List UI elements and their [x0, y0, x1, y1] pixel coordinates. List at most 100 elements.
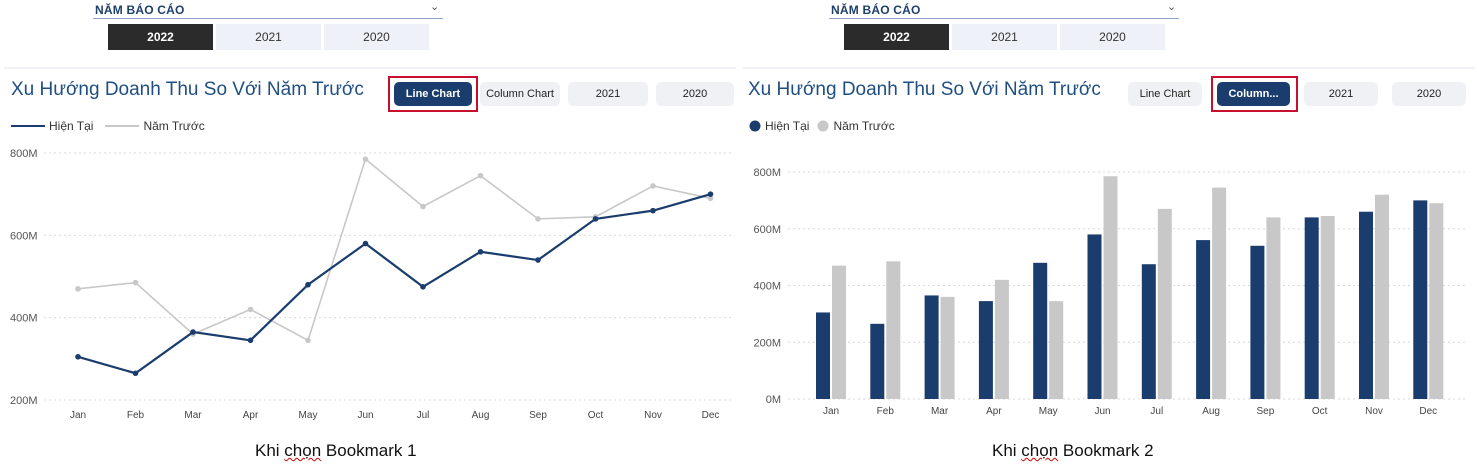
current-data-point: [707, 191, 714, 197]
caption-suffix: Bookmark 2: [1058, 441, 1154, 460]
current-bar: [1196, 240, 1211, 399]
line-chart-button[interactable]: Line Chart: [394, 82, 472, 106]
highlight-box: [1211, 76, 1298, 112]
caption-bookmark-1: Khi chọn Bookmark 1: [255, 441, 417, 461]
previous-bar: [1429, 203, 1444, 399]
current-data-point: [420, 283, 426, 290]
previous-data-point: [707, 195, 714, 202]
x-tick-label: Oct: [1312, 406, 1328, 417]
current-bar: [924, 295, 939, 399]
x-tick-label: Mar: [931, 406, 949, 417]
year-button-2021[interactable]: 2021: [216, 24, 321, 50]
year-2021-button[interactable]: 2021: [568, 82, 648, 106]
y-tick-label: 0M: [766, 394, 781, 406]
x-tick-label: May: [299, 410, 318, 421]
year-button-2020[interactable]: 2020: [324, 24, 429, 50]
x-tick-label: Sep: [529, 410, 547, 421]
previous-bar: [832, 265, 846, 399]
line-chart-button[interactable]: Line Chart: [1128, 82, 1202, 106]
x-tick-label: Mar: [184, 410, 202, 421]
current-data-point: [362, 240, 369, 247]
legend-previous-label: Năm Trước: [833, 119, 895, 133]
previous-bar: [940, 296, 955, 399]
current-bar: [978, 301, 993, 399]
legend-previous-label: Năm Trước: [143, 119, 205, 133]
year-slicer-title: NĂM BÁO CÁO: [831, 3, 921, 17]
year-button-2021[interactable]: 2021: [952, 24, 1057, 50]
previous-bar: [1266, 217, 1281, 399]
y-tick-label: 400M: [753, 281, 781, 293]
current-bar: [870, 323, 885, 399]
caption-bookmark-2: Khi chọn Bookmark 2: [992, 441, 1154, 461]
current-data-point: [592, 216, 599, 222]
column-chart-button[interactable]: Column...: [1217, 82, 1290, 106]
x-tick-label: May: [1039, 406, 1058, 417]
current-data-point: [75, 353, 81, 360]
current-bar: [1141, 264, 1156, 399]
x-tick-label: Jan: [70, 410, 86, 421]
y-tick-label: 200M: [753, 337, 781, 349]
year-2020-button[interactable]: 2020: [656, 82, 734, 106]
previous-data-point: [132, 279, 139, 286]
y-tick-label: 600M: [10, 230, 38, 242]
chevron-down-icon[interactable]: ⌄: [430, 1, 440, 13]
caption-suffix: Bookmark 1: [321, 441, 417, 460]
previous-bar: [1320, 215, 1335, 399]
x-tick-label: Jan: [823, 406, 839, 417]
previous-data-point: [362, 156, 369, 162]
y-tick-label: 200M: [10, 395, 38, 407]
previous-data-point: [535, 216, 541, 222]
previous-data-point: [420, 203, 426, 210]
highlight-box: [388, 76, 478, 112]
current-data-point: [190, 329, 196, 335]
caption-word: chọn: [284, 441, 322, 460]
y-tick-label: 600M: [753, 224, 781, 236]
current-series-line: [77, 193, 711, 375]
year-2021-button[interactable]: 2021: [1304, 82, 1378, 106]
bookmark-1-view: NĂM BÁO CÁO ⌄ 2022 2021 2020 Xu Hướng Do…: [0, 0, 738, 467]
current-data-point: [477, 249, 484, 255]
previous-bar: [1375, 194, 1389, 399]
previous-data-point: [477, 172, 484, 179]
chart-panel: Xu Hướng Doanh Thu So Với Năm Trước Line…: [4, 67, 736, 431]
legend-current-line-icon: [11, 125, 45, 127]
caption-prefix: Khi: [992, 441, 1022, 460]
current-bar: [1087, 234, 1102, 399]
x-tick-label: Feb: [877, 406, 895, 417]
previous-data-point: [650, 183, 656, 189]
previous-bar: [1049, 301, 1064, 399]
current-data-point: [247, 337, 254, 344]
current-data-point: [650, 207, 656, 214]
previous-data-point: [305, 337, 311, 344]
x-tick-label: Sep: [1257, 406, 1275, 417]
chart-title: Xu Hướng Doanh Thu So Với Năm Trước: [11, 79, 364, 100]
x-tick-label: Aug: [1202, 406, 1220, 417]
chevron-down-icon[interactable]: ⌄: [1167, 1, 1177, 13]
year-button-2022[interactable]: 2022: [108, 24, 213, 50]
current-bar: [1304, 217, 1319, 399]
column-chart-button[interactable]: Column Chart: [480, 82, 560, 106]
legend-current-dot-icon: [749, 120, 761, 132]
previous-series-line: [77, 157, 711, 342]
previous-bar: [886, 261, 901, 399]
chart-panel: Xu Hướng Doanh Thu So Với Năm Trước Line…: [742, 67, 1475, 431]
x-tick-label: Nov: [1365, 406, 1383, 417]
current-bar: [1250, 245, 1265, 399]
year-2020-button[interactable]: 2020: [1392, 82, 1466, 106]
chart-title: Xu Hướng Doanh Thu So Với Năm Trước: [748, 79, 1101, 100]
year-button-2020[interactable]: 2020: [1060, 24, 1165, 50]
x-tick-label: Nov: [644, 410, 662, 421]
x-tick-label: Dec: [702, 410, 720, 421]
previous-bar: [1157, 208, 1172, 399]
current-bar: [1359, 211, 1373, 399]
year-button-2022[interactable]: 2022: [844, 24, 949, 50]
caption-word: chọn: [1021, 441, 1059, 460]
y-tick-label: 800M: [10, 148, 38, 160]
previous-bar: [1212, 187, 1227, 399]
chart-legend: Hiện Tại Năm Trước: [11, 119, 205, 133]
previous-bar: [1103, 176, 1118, 399]
line-chart: 200M 400M 600M 800M Jan Feb Mar Apr May Jun Jul Aug…: [10, 148, 732, 421]
current-data-point: [305, 281, 311, 288]
bookmark-2-view: NĂM BÁO CÁO ⌄ 2022 2021 2020 Xu Hướng Do…: [740, 0, 1477, 467]
x-tick-label: Apr: [243, 410, 259, 421]
